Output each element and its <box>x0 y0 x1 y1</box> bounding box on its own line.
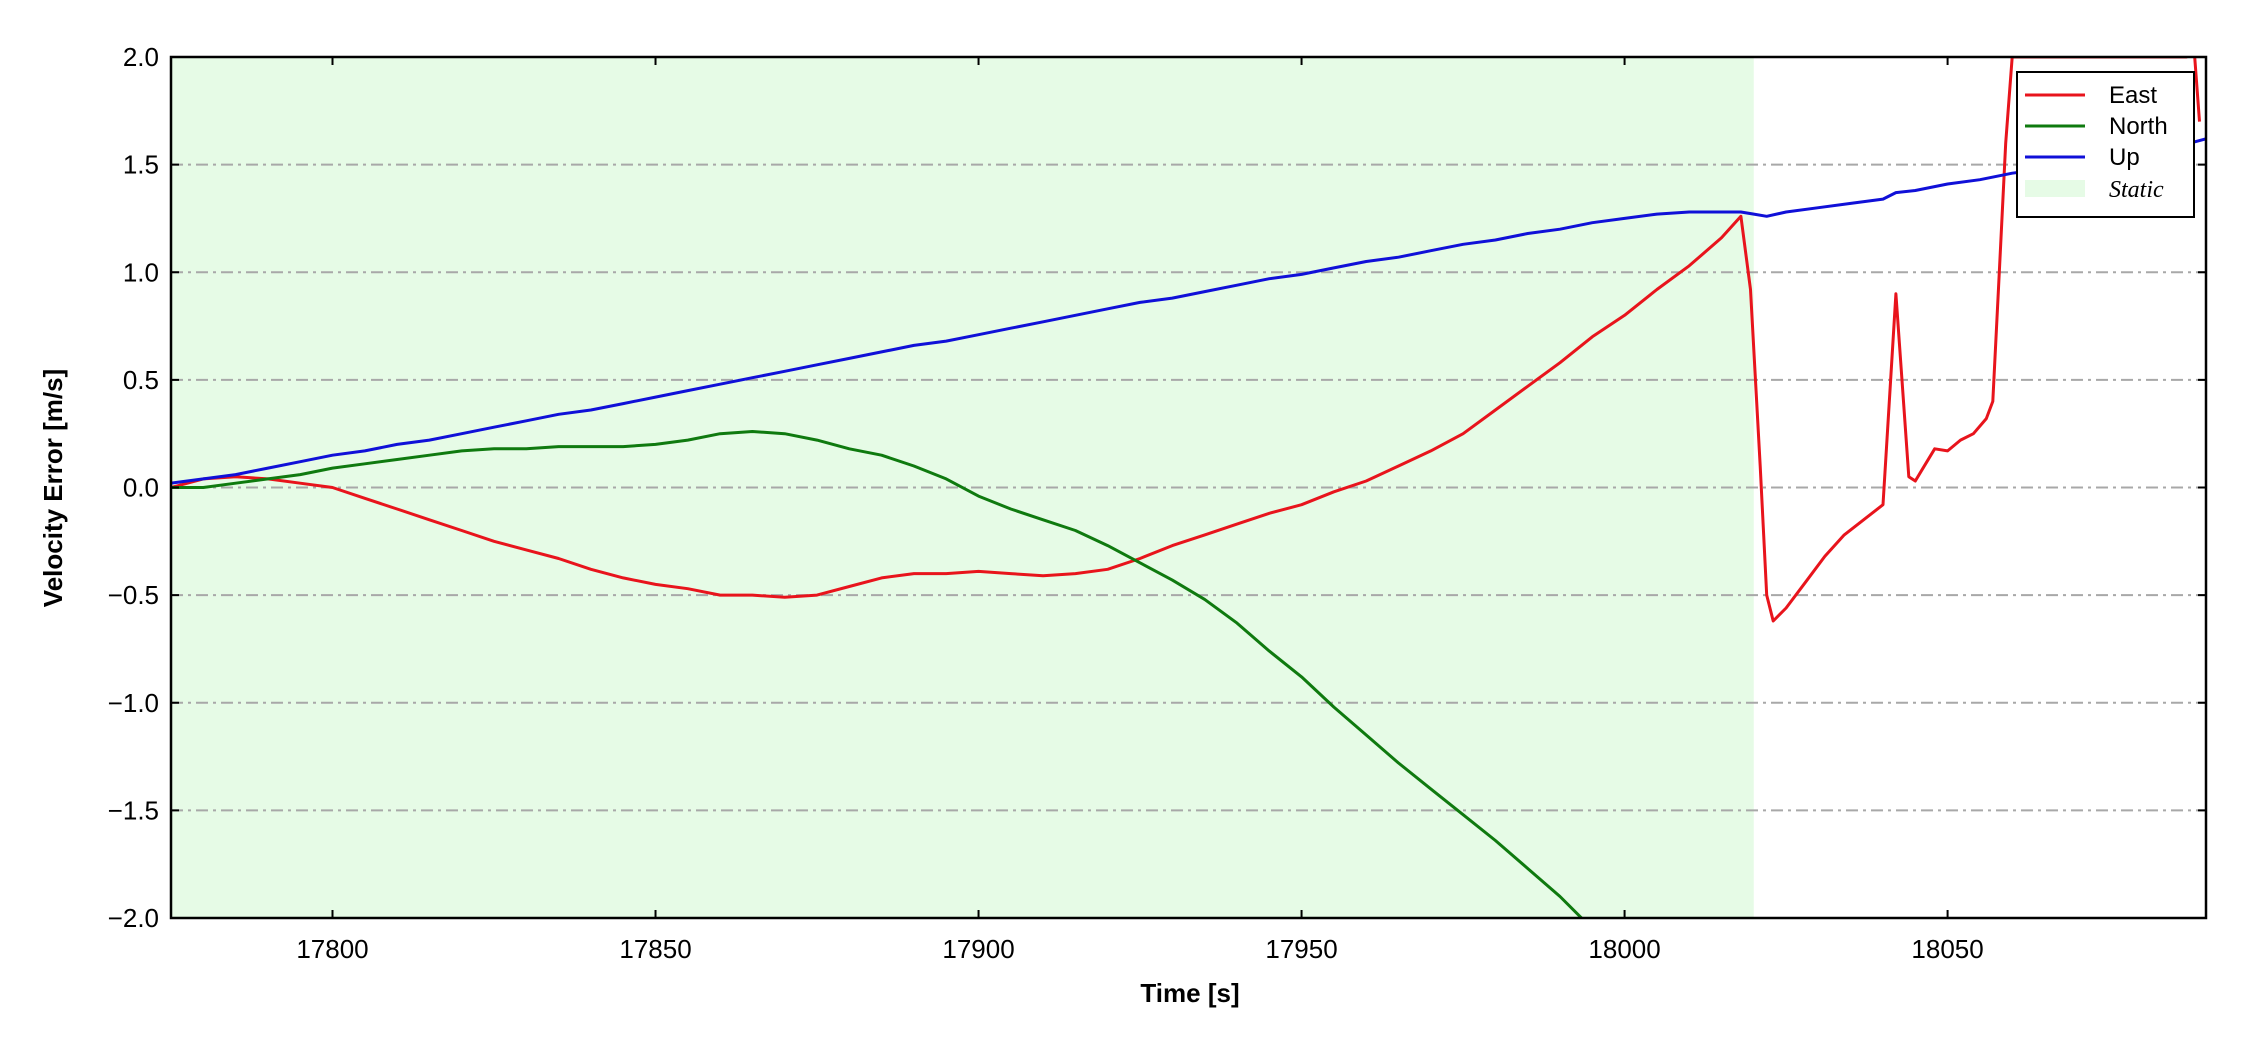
series-line-up <box>171 137 2206 485</box>
legend-swatch-static <box>2025 180 2085 197</box>
y-tick-label-8: 2.0 <box>123 42 159 72</box>
y-tick-label-4: 0.0 <box>123 473 159 503</box>
y-axis-title: Velocity Error [m/s] <box>38 369 68 607</box>
x-tick-label-1: 17850 <box>619 934 691 964</box>
y-tick-label-6: 1.0 <box>123 257 159 287</box>
series-layer <box>171 57 2206 918</box>
legend-label-north: North <box>2109 113 2168 140</box>
x-tick-label-4: 18000 <box>1588 934 1660 964</box>
y-tick-label-7: 1.5 <box>123 150 159 180</box>
series-line-north <box>171 430 1584 918</box>
tick-layer: 17800 17850 17900 17950 18000 18050 −2.0 −1.5 −1… <box>108 42 2206 964</box>
x-tick-label-0: 17800 <box>296 934 368 964</box>
legend-label-up: Up <box>2109 144 2140 171</box>
legend-label-east: East <box>2109 82 2157 109</box>
x-axis-title: Time [s] <box>1140 978 1239 1008</box>
legend: East North Up Static <box>2016 71 2195 218</box>
x-tick-label-5: 18050 <box>1911 934 1983 964</box>
y-tick-label-5: 0.5 <box>123 365 159 395</box>
y-tick-label-3: −0.5 <box>108 580 159 610</box>
series-line-east <box>171 57 2201 623</box>
x-tick-label-3: 17950 <box>1265 934 1337 964</box>
y-tick-label-2: −1.0 <box>108 688 159 718</box>
y-tick-label-0: −2.0 <box>108 903 159 933</box>
x-tick-label-2: 17900 <box>942 934 1014 964</box>
legend-label-static: Static <box>2109 177 2164 203</box>
y-tick-label-1: −1.5 <box>108 795 159 825</box>
